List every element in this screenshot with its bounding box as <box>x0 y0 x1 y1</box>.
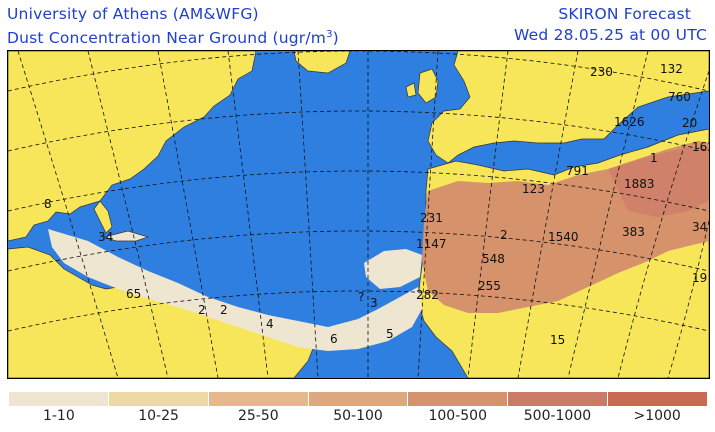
variable-prefix: Dust Concentration Near Ground (ugr/m <box>7 29 327 47</box>
dust-value-label: 2 <box>500 228 508 242</box>
canary-dust-plume <box>364 249 422 289</box>
dust-value-label: 760 <box>668 90 691 104</box>
dust-value-label: 34 <box>98 230 113 244</box>
dust-value-label: 34 <box>692 220 707 234</box>
ireland-island <box>405 82 417 98</box>
atlantic-dust-plume <box>48 229 422 351</box>
parallels <box>8 51 709 332</box>
valid-time: Wed 28.05.25 at 00 UTC <box>514 26 707 44</box>
dust-value-label: 123 <box>522 182 545 196</box>
legend-label: 100-500 <box>428 408 487 424</box>
dust-value-label: 1 <box>650 151 658 165</box>
variable-exponent: 3 <box>326 29 333 40</box>
variable-suffix: ) <box>332 29 339 47</box>
dust-value-label: 791 <box>566 164 589 178</box>
meridians <box>17 51 709 378</box>
legend-swatch <box>407 392 508 406</box>
legend-swatch <box>507 392 608 406</box>
legend-label: 1-10 <box>42 408 75 424</box>
product-title: SKIRON Forecast <box>558 5 691 23</box>
legend-swatch <box>607 392 708 406</box>
dust-value-label: 3 <box>370 296 378 310</box>
dust-value-label: 282 <box>416 288 439 302</box>
british-isles <box>417 68 439 104</box>
legend-bar <box>9 392 708 406</box>
florida-landmass <box>93 200 113 234</box>
legend-label: >1000 <box>633 408 681 424</box>
dust-value-label: 1540 <box>548 230 579 244</box>
legend-label: 50-100 <box>333 408 383 424</box>
dust-value-label: 4 <box>266 317 274 331</box>
dust-value-label: 65 <box>126 287 141 301</box>
dust-map: 2301327601626201621188379112323111472154… <box>7 50 710 379</box>
dust-value-label: 1883 <box>624 177 655 191</box>
north-america-landmass <box>8 51 257 242</box>
legend-swatch <box>207 392 308 406</box>
dust-value-label: 255 <box>478 279 501 293</box>
cuba-island <box>102 230 150 242</box>
dust-value-label: 15 <box>550 333 565 347</box>
legend-swatch <box>9 392 108 406</box>
dust-value-label: ? <box>358 290 364 304</box>
dust-value-label: 162 <box>692 140 709 154</box>
legend-label: 500-1000 <box>523 408 592 424</box>
map-canvas: 2301327601626201621188379112323111472154… <box>8 51 709 378</box>
variable-title: Dust Concentration Near Ground (ugr/m3) <box>7 26 339 47</box>
dust-value-label: 231 <box>420 211 443 225</box>
dust-value-label: 1626 <box>614 115 645 129</box>
dust-value-label: 548 <box>482 252 505 266</box>
dust-value-label: 230 <box>590 65 613 79</box>
legend-labels: 1-10 10-25 25-50 50-100 100-500 500-1000 >1000 <box>9 408 707 424</box>
dust-value-label: 383 <box>622 225 645 239</box>
dust-value-label: 20 <box>682 116 697 130</box>
institution-title: University of Athens (AM&WFG) <box>7 5 259 23</box>
legend-swatch <box>307 392 408 406</box>
legend-swatch <box>107 392 208 406</box>
dust-value-label: 132 <box>660 62 683 76</box>
dust-value-label: 2 <box>220 303 228 317</box>
dust-value-label: 8 <box>44 197 52 211</box>
dust-value-label: 19 <box>692 271 707 285</box>
dust-value-labels: 2301327601626201621188379112323111472154… <box>44 62 709 347</box>
dust-value-label: 2 <box>198 303 206 317</box>
dust-value-label: 1147 <box>416 237 447 251</box>
dust-value-label: 5 <box>386 327 394 341</box>
dust-value-label: 6 <box>330 332 338 346</box>
sahara-dust-core <box>608 147 709 217</box>
legend-label: 10-25 <box>138 408 179 424</box>
greenland-landmass <box>293 51 351 74</box>
europe-landmass <box>427 51 709 164</box>
legend-label: 25-50 <box>237 408 279 424</box>
